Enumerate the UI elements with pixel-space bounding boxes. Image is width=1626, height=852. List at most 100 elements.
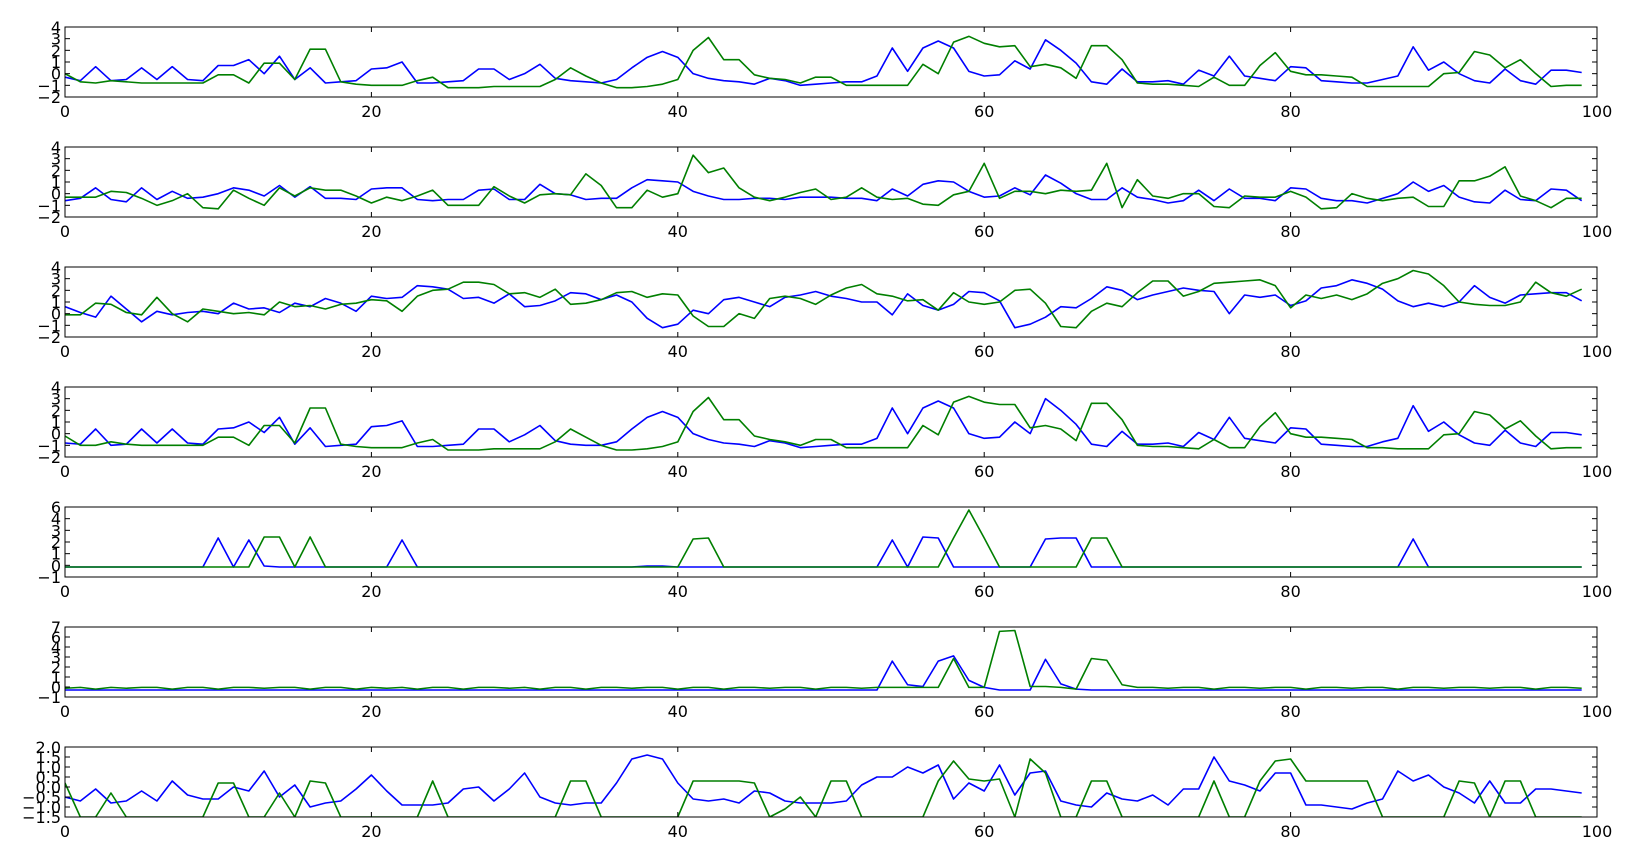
series-line-2 <box>65 269 1583 329</box>
x-tick-label: 60 <box>974 822 994 841</box>
y-tick-label: 6 <box>51 628 61 647</box>
y-tick-label: 4 <box>51 18 61 37</box>
x-tick-label: 0 <box>60 102 70 121</box>
x-tick-label: 80 <box>1280 702 1300 721</box>
y-tick-label: 1.5 <box>36 748 61 767</box>
x-tick-label: 100 <box>1582 702 1613 721</box>
y-tick-label: −1 <box>37 76 61 95</box>
axes-frame <box>64 146 1598 218</box>
y-tick-label: 0.0 <box>36 778 61 797</box>
x-tick-label: 60 <box>974 102 994 121</box>
y-tick-label: 2 <box>51 533 61 552</box>
y-tick-label: 0 <box>51 185 61 204</box>
x-tick-label: 0 <box>60 342 70 361</box>
series-line-1 <box>65 655 1582 691</box>
y-tick-label: −2 <box>37 448 61 467</box>
y-tick-label: 2 <box>51 161 61 180</box>
x-tick-label: 20 <box>361 702 381 721</box>
y-tick-label: 4 <box>51 638 61 657</box>
x-tick-label: 60 <box>974 462 994 481</box>
x-tick-label: 40 <box>668 822 688 841</box>
y-tick-label: 3 <box>51 150 61 169</box>
y-tick-label: 1 <box>51 413 61 432</box>
y-tick-label: 0.5 <box>36 768 61 787</box>
series-line-2 <box>65 395 1582 451</box>
y-tick-label: −1 <box>37 436 61 455</box>
x-tick-label: 60 <box>974 342 994 361</box>
y-tick-label: −1 <box>37 316 61 335</box>
x-tick-label: 40 <box>668 462 688 481</box>
y-tick-label: 2.0 <box>36 738 61 757</box>
series-line-2 <box>65 509 1582 568</box>
x-tick-label: 40 <box>668 222 688 241</box>
y-tick-label: 0 <box>51 678 61 697</box>
y-tick-label: 3 <box>51 521 61 540</box>
x-tick-label: 100 <box>1582 462 1613 481</box>
x-tick-label: 80 <box>1280 102 1300 121</box>
x-tick-label: 100 <box>1582 342 1613 361</box>
x-tick-label: 20 <box>361 342 381 361</box>
x-tick-label: 80 <box>1280 822 1300 841</box>
y-tick-label: 1 <box>51 545 61 564</box>
x-tick-label: 40 <box>668 102 688 121</box>
x-tick-label: 20 <box>361 462 381 481</box>
series-line-2 <box>65 758 1582 817</box>
y-tick-label: 1 <box>51 668 61 687</box>
y-tick-label: 0 <box>51 425 61 444</box>
x-tick-label: 80 <box>1280 222 1300 241</box>
axes-frame <box>64 266 1598 338</box>
subplot-7: 0 20 40 60 80 100 2.01.51.00.50.0−0.5−1.0−1.5 <box>22 738 1612 841</box>
y-tick-label: −0.5 <box>22 788 61 807</box>
y-tick-label: 2 <box>51 401 61 420</box>
x-tick-label: 100 <box>1582 582 1613 601</box>
x-tick-label: 100 <box>1582 102 1613 121</box>
x-tick-label: 100 <box>1582 222 1613 241</box>
x-tick-label: 40 <box>668 582 688 601</box>
y-tick-label: 2 <box>51 658 61 677</box>
y-tick-label: 1.0 <box>36 758 61 777</box>
y-tick-label: −1.0 <box>22 798 61 817</box>
y-tick-label: 6 <box>51 498 61 517</box>
x-tick-label: 40 <box>668 702 688 721</box>
series-line-2 <box>65 154 1582 210</box>
y-tick-label: 4 <box>51 378 61 397</box>
x-tick-label: 20 <box>361 222 381 241</box>
y-tick-label: −2 <box>37 328 61 347</box>
x-tick-label: 0 <box>60 702 70 721</box>
x-tick-label: 20 <box>361 822 381 841</box>
x-tick-label: 60 <box>974 702 994 721</box>
series-line-1 <box>65 279 1583 329</box>
y-tick-label: −1.5 <box>22 808 61 827</box>
x-tick-label: 100 <box>1582 822 1613 841</box>
series-line-2 <box>65 35 1582 89</box>
y-tick-label: 0 <box>51 305 61 324</box>
x-tick-label: 40 <box>668 342 688 361</box>
y-tick-label: 1 <box>51 173 61 192</box>
x-tick-label: 0 <box>60 462 70 481</box>
y-tick-label: 3 <box>51 648 61 667</box>
x-tick-label: 60 <box>974 582 994 601</box>
y-tick-label: −2 <box>37 88 61 107</box>
y-tick-label: 4 <box>51 138 61 157</box>
axes-frame <box>64 746 1598 818</box>
y-tick-label: −1 <box>37 688 61 707</box>
series-line-1 <box>65 397 1582 449</box>
y-tick-label: 2 <box>51 41 61 60</box>
y-tick-label: 2 <box>51 281 61 300</box>
series-line-1 <box>65 754 1582 810</box>
y-tick-label: 0 <box>51 556 61 575</box>
x-tick-label: 20 <box>361 582 381 601</box>
x-tick-label: 80 <box>1280 582 1300 601</box>
y-tick-label: −2 <box>37 208 61 227</box>
series-line-1 <box>65 39 1582 87</box>
x-tick-label: 80 <box>1280 342 1300 361</box>
y-tick-label: 7 <box>51 618 61 637</box>
y-tick-label: 3 <box>51 30 61 49</box>
